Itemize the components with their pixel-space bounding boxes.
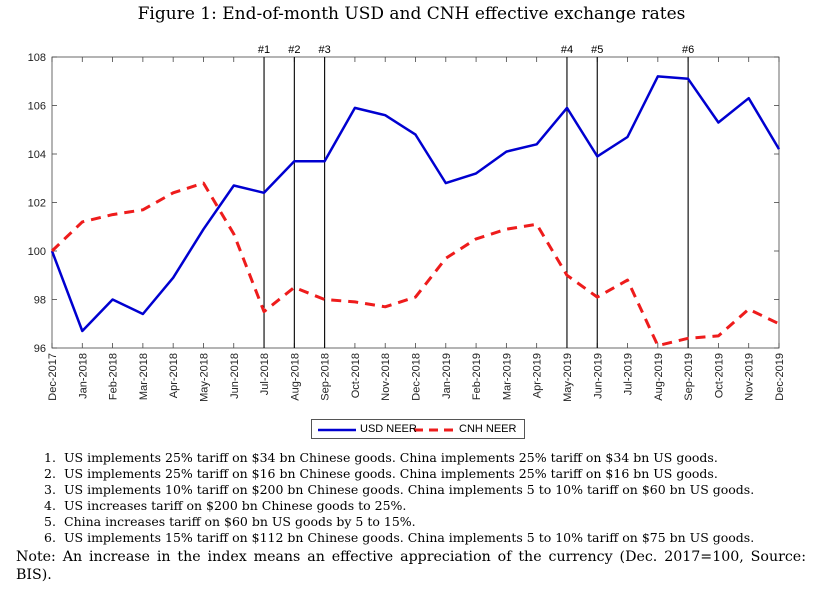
event-label: #3 bbox=[319, 44, 331, 56]
x-tick-label: Dec-2018 bbox=[411, 353, 423, 401]
note-text: US implements 15% tariff on $112 bn Chin… bbox=[64, 530, 755, 545]
x-tick-label: Dec-2017 bbox=[47, 353, 59, 401]
y-tick-label: 98 bbox=[34, 295, 46, 307]
x-tick-label: Apr-2019 bbox=[532, 353, 544, 398]
note-item: 5. China increases tariff on $60 bn US go… bbox=[44, 514, 814, 530]
legend: USD NEER CNH NEER bbox=[311, 419, 525, 439]
x-tick-label: Jul-2019 bbox=[623, 353, 635, 395]
x-tick-label: Sep-2018 bbox=[320, 353, 332, 401]
series-lines bbox=[50, 75, 781, 348]
event-label: #2 bbox=[288, 44, 300, 56]
note-number: 6. bbox=[44, 530, 56, 545]
x-tick-label: Jul-2018 bbox=[259, 353, 271, 395]
event-label: #5 bbox=[591, 44, 603, 56]
series-line-usd bbox=[50, 75, 781, 333]
x-tick-label: Aug-2018 bbox=[289, 353, 301, 401]
y-tick-label: 96 bbox=[34, 343, 46, 355]
event-label: #1 bbox=[258, 44, 270, 56]
x-tick-label: Mar-2019 bbox=[501, 353, 513, 400]
note-text: US implements 10% tariff on $200 bn Chin… bbox=[64, 482, 755, 497]
x-tick-label: May-2018 bbox=[198, 353, 210, 402]
y-tick-label: 106 bbox=[28, 101, 46, 113]
x-tick-label: Jan-2019 bbox=[441, 353, 453, 399]
note-item: 1. US implements 25% tariff on $34 bn Chi… bbox=[44, 450, 814, 466]
x-tick-label: Apr-2018 bbox=[168, 353, 180, 398]
figure-title: Figure 1: End-of-month USD and CNH effec… bbox=[137, 4, 686, 24]
axes: 96 98 100 102 104 106 108 Dec-2017 Jan-2018 Feb-2… bbox=[28, 52, 786, 402]
note-number: 4. bbox=[44, 498, 56, 513]
legend-label-usd: USD NEER bbox=[360, 423, 417, 435]
note-text: China increases tariff on $60 bn US good… bbox=[64, 514, 416, 529]
x-tick-label: Dec-2019 bbox=[774, 353, 786, 401]
x-tick-label: Feb-2019 bbox=[471, 353, 483, 400]
event-label: #6 bbox=[682, 44, 694, 56]
x-tick-label: Jun-2019 bbox=[592, 353, 604, 399]
y-tick-label: 102 bbox=[28, 198, 46, 210]
x-tick-label: Jun-2018 bbox=[229, 353, 241, 399]
series-line-cnh bbox=[50, 181, 780, 348]
x-tick-label: Aug-2019 bbox=[653, 353, 665, 401]
note-number: 5. bbox=[44, 514, 56, 529]
event-label: #4 bbox=[561, 44, 573, 56]
x-tick-label: Nov-2018 bbox=[380, 353, 392, 401]
y-tick-label: 100 bbox=[28, 246, 46, 258]
note-item: 3. US implements 10% tariff on $200 bn Ch… bbox=[44, 482, 814, 498]
y-tick-label: 108 bbox=[28, 52, 46, 64]
event-lines: #1 #2 #3 #4 #5 #6 bbox=[258, 44, 694, 348]
note-item: 4. US increases tariff on $200 bn Chinese… bbox=[44, 498, 814, 514]
line-chart: 96 98 100 102 104 106 108 Dec-2017 Jan-2018 Feb-2… bbox=[28, 44, 786, 402]
x-tick-label: Mar-2018 bbox=[138, 353, 150, 400]
y-tick-label: 104 bbox=[28, 149, 46, 161]
note-item: 2. US implements 25% tariff on $16 bn Chi… bbox=[44, 466, 814, 482]
legend-swatches bbox=[318, 428, 454, 432]
note-text: US increases tariff on $200 bn Chinese g… bbox=[64, 498, 407, 513]
x-tick-label: Oct-2019 bbox=[713, 353, 725, 398]
x-tick-label: Jan-2018 bbox=[77, 353, 89, 399]
note-text: US implements 25% tariff on $16 bn Chine… bbox=[64, 466, 718, 481]
note-number: 2. bbox=[44, 466, 56, 481]
note-number: 1. bbox=[44, 450, 56, 465]
note-item: 6. US implements 15% tariff on $112 bn Ch… bbox=[44, 530, 814, 546]
note-text: US implements 25% tariff on $34 bn Chine… bbox=[64, 450, 718, 465]
plot-frame bbox=[51, 56, 780, 349]
x-tick-label: Oct-2018 bbox=[350, 353, 362, 398]
x-tick-label: Nov-2019 bbox=[744, 353, 756, 401]
event-notes-list: 1. US implements 25% tariff on $34 bn Chi… bbox=[44, 450, 814, 546]
x-tick-label: May-2019 bbox=[562, 353, 574, 402]
footnote: Note: An increase in the index means an … bbox=[16, 549, 806, 583]
note-number: 3. bbox=[44, 482, 56, 497]
x-tick-label: Feb-2018 bbox=[108, 353, 120, 400]
legend-label-cnh: CNH NEER bbox=[459, 423, 517, 435]
x-tick-label: Sep-2019 bbox=[683, 353, 695, 401]
